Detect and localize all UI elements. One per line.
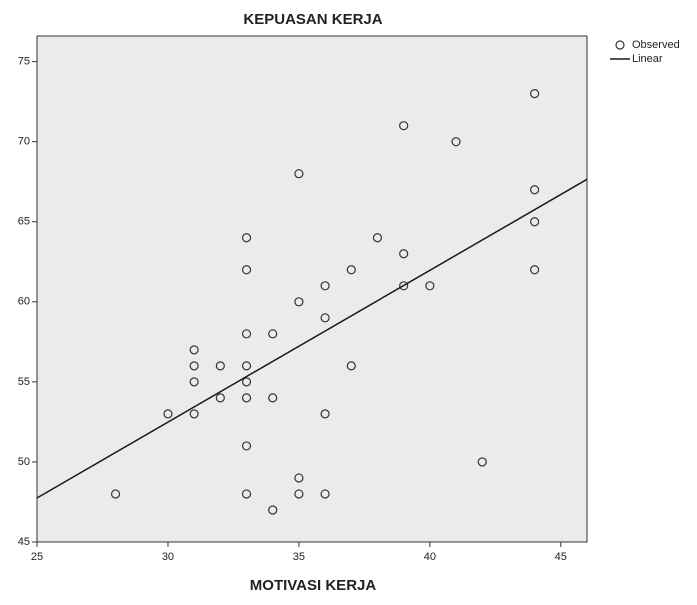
x-tick-label: 25 <box>31 551 43 563</box>
plot-area <box>37 36 587 542</box>
y-tick-label: 55 <box>18 376 30 388</box>
y-tick-label: 45 <box>18 536 30 548</box>
y-tick-label: 75 <box>18 56 30 68</box>
legend-label: Linear <box>632 53 663 65</box>
chart: KEPUASAN KERJA MOTIVASI KERJA 45 50 55 60 65… <box>0 0 697 600</box>
x-tick-label: 40 <box>424 551 436 563</box>
y-tick-label: 60 <box>18 296 30 308</box>
y-tick-label: 70 <box>18 136 30 148</box>
x-tick-label: 45 <box>555 551 567 563</box>
legend-label: Observed <box>632 39 680 51</box>
x-axis-label: MOTIVASI KERJA <box>250 577 377 594</box>
chart-title: KEPUASAN KERJA <box>243 11 382 28</box>
y-tick-label: 50 <box>18 456 30 468</box>
x-tick-label: 35 <box>293 551 305 563</box>
y-tick-label: 65 <box>18 216 30 228</box>
x-tick-label: 30 <box>162 551 174 563</box>
legend-marker <box>616 41 624 49</box>
